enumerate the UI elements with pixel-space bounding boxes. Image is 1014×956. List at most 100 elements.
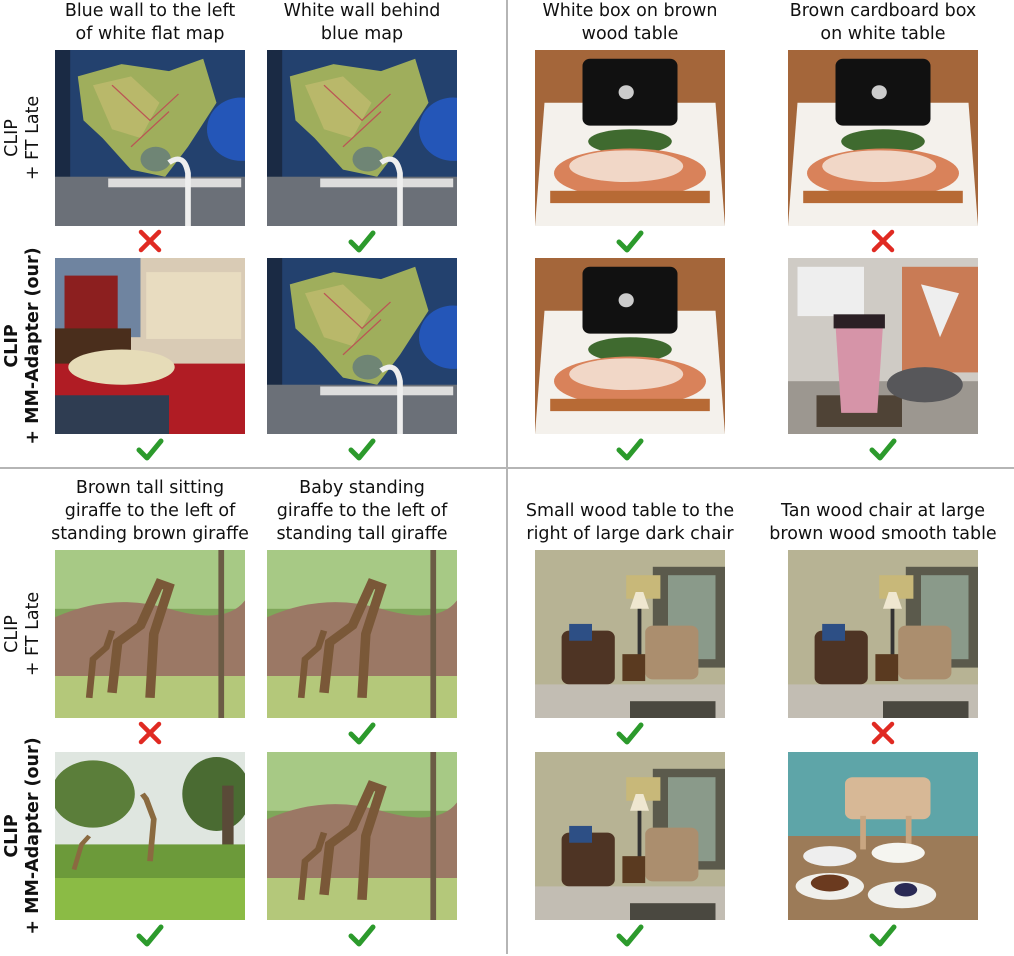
image-shape [297,629,328,699]
image-shape [68,349,175,385]
image-shape [55,878,245,920]
caption: Brown tall sitting giraffe to the left of… [25,477,275,546]
image-shape [841,129,925,154]
image-shape [305,76,372,138]
photo [55,752,245,920]
row-label-line: + MM-Adapter (our) [23,737,43,935]
image-shape [107,578,175,699]
image-shape [561,832,615,887]
image-shape [588,129,672,154]
check-mark [616,438,644,461]
image-shape [55,760,135,828]
image-shape [419,97,457,161]
check-mark [616,230,644,253]
image-shape [616,230,644,253]
image-shape [875,654,899,682]
check-mark [348,230,376,253]
image-shape [71,834,92,871]
photo [267,258,457,434]
image-shape [845,777,931,820]
check-mark [348,438,376,461]
caption-line: Tan wood chair at large [780,501,986,521]
caption-line: White box on brown [542,1,718,21]
image-shape [569,623,592,641]
image-shape [822,623,845,641]
image-shape [871,842,925,863]
caption-line: White wall behind [283,1,441,21]
image-shape [136,924,164,947]
cross-mark [138,721,162,745]
image-shape [803,190,963,204]
image-shape [323,84,391,148]
caption-line: right of large dark chair [526,524,734,544]
row-label: CLIP + MM-Adapter (our) [2,226,46,466]
image-shape [218,550,225,718]
photo [535,258,725,434]
image-shape [550,190,710,204]
image-shape [430,752,437,920]
image-shape [645,625,699,680]
photo [788,258,978,434]
image-shape [637,810,642,862]
caption: White box on brown wood table [505,0,755,46]
check-mark [869,924,897,947]
image-shape [348,924,376,947]
photo [55,258,245,434]
image-shape [630,592,649,609]
image-shape [622,856,646,884]
image-shape [810,874,849,892]
image-shape [108,178,242,188]
caption-line: Small wood table to the [525,501,735,521]
image-shape [207,97,245,161]
image-shape [616,438,644,461]
image-shape [85,629,116,699]
caption-line: wood table [581,24,679,44]
image-shape [550,398,710,412]
image-shape [561,630,615,685]
photo [788,50,978,226]
image-shape [569,825,592,843]
image-shape [905,815,912,850]
image-shape [833,314,885,329]
image-shape [297,831,328,901]
cross-mark [871,229,895,253]
caption: White wall behind blue map [237,0,487,46]
image-shape [637,608,642,660]
image-shape [222,785,234,870]
image-shape [323,292,391,356]
image-shape [93,76,160,138]
image-shape [645,827,699,882]
check-mark [136,438,164,461]
image-shape [588,337,672,362]
caption-line: standing tall giraffe [276,524,448,544]
row-label-line: CLIP [2,324,22,368]
photo [535,50,725,226]
row-label: CLIP + MM-Adapter (our) [2,716,46,956]
photo [535,550,725,718]
image-shape [352,354,383,380]
photo [267,550,457,718]
caption: Baby standing giraffe to the left of stand… [237,477,487,546]
image-shape [138,229,162,253]
image-shape [136,438,164,461]
image-shape [146,272,242,339]
image-shape [379,364,403,434]
caption: Blue wall to the left of white flat map [25,0,275,46]
check-mark [616,924,644,947]
photo [267,50,457,226]
image-shape [890,608,895,660]
caption-line: Blue wall to the left [64,1,236,21]
check-mark [869,438,897,461]
image-shape [630,794,649,811]
check-mark [616,722,644,745]
caption: Brown cardboard box on white table [758,0,1008,46]
image-shape [167,156,191,226]
check-mark [348,722,376,745]
caption-line: Baby standing [299,478,425,498]
photo [535,752,725,920]
photo [55,550,245,718]
caption-line: Brown tall sitting [75,478,225,498]
caption-line: brown wood smooth table [769,524,997,544]
check-mark [348,924,376,947]
image-shape [320,386,454,396]
